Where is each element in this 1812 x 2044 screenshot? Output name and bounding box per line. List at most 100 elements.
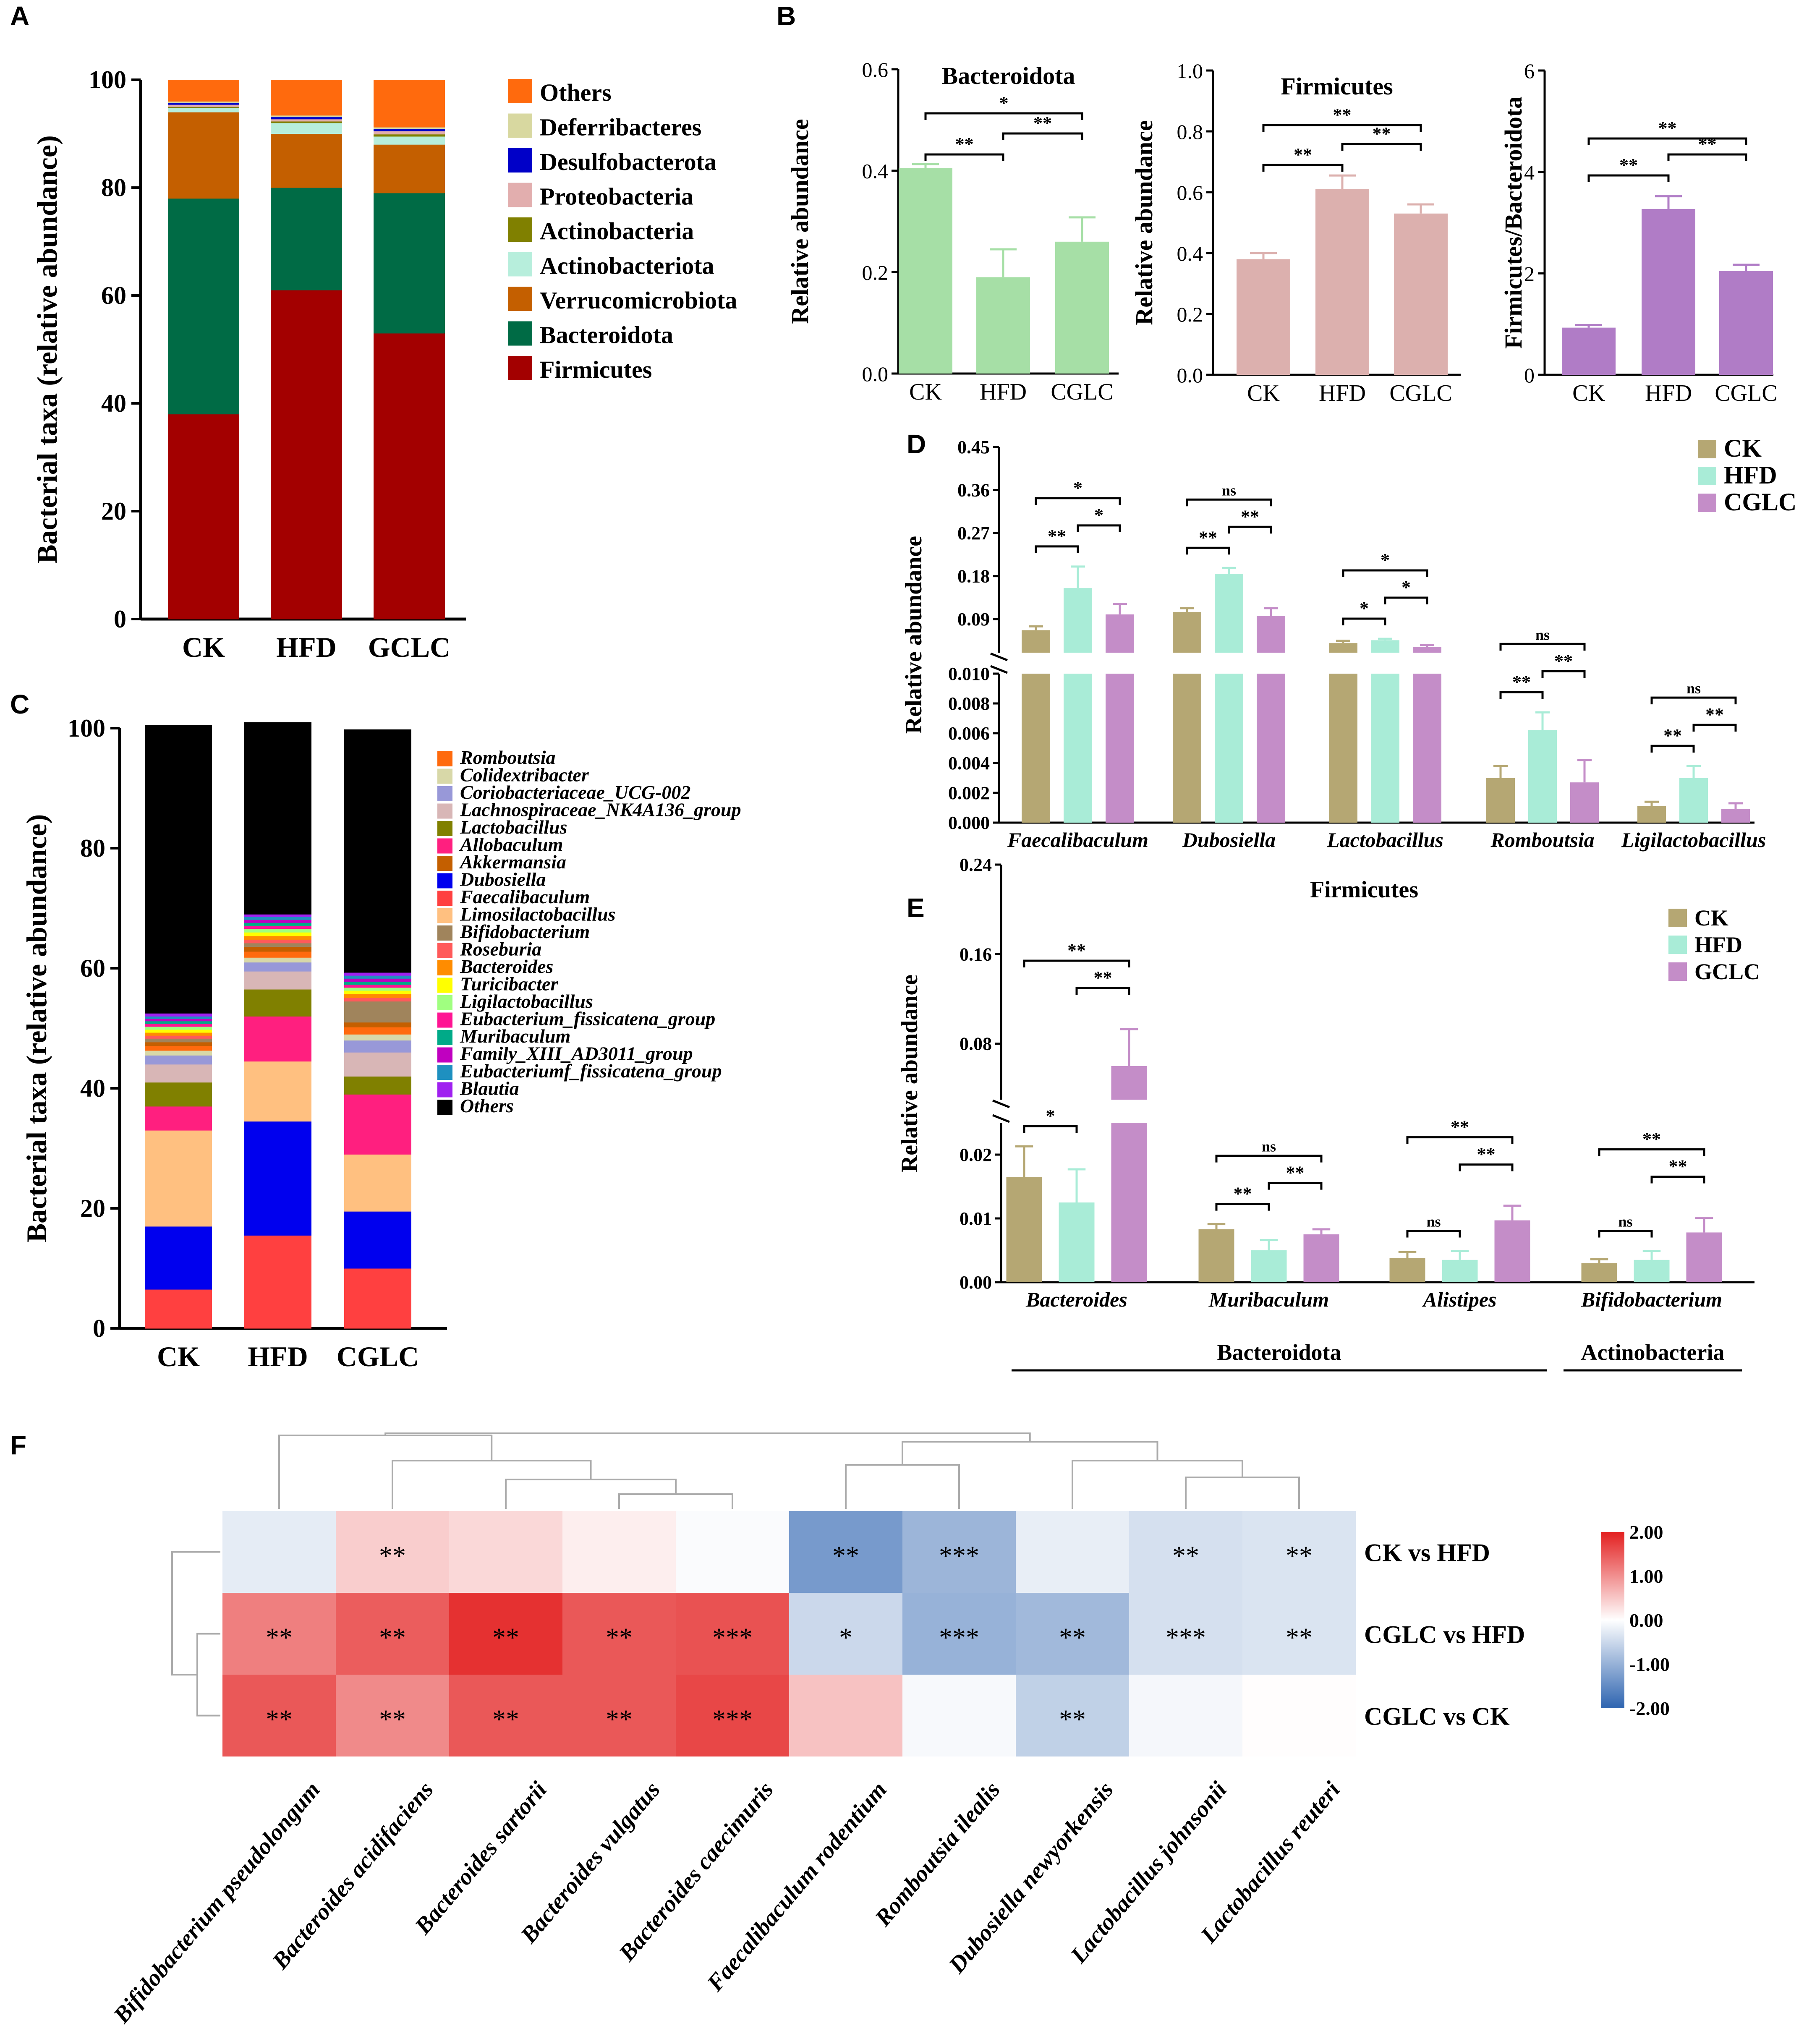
bar-segment-dubosiella — [344, 1211, 411, 1269]
bar-cglc — [1394, 213, 1448, 375]
significance-label: * — [1360, 598, 1369, 619]
legend-swatch — [437, 1100, 452, 1115]
y-tick-label: 0.006 — [948, 723, 990, 744]
legend-label: Roseburia — [460, 938, 541, 960]
x-category-label: Dubosiella — [1182, 828, 1276, 852]
significance-bracket-line — [1341, 143, 1422, 151]
colorbar-tick-label: 0.00 — [1629, 1610, 1663, 1631]
dendrogram-branch — [618, 1493, 733, 1509]
bar-cglc-lower — [1106, 674, 1134, 823]
panel-e-genus-grouped-chart: 0.00 0.01 0.02 0.08 0.16 0.24 Relative abundan… — [897, 855, 1760, 1372]
bar-ck — [1006, 1177, 1042, 1282]
bar-segment-firmicutes — [168, 414, 239, 619]
legend-swatch — [437, 1082, 452, 1098]
x-tick-label: HFD — [248, 1341, 308, 1372]
y-tick-label: 60 — [101, 282, 126, 309]
significance-label: ns — [1262, 1138, 1276, 1155]
legend-swatch — [508, 287, 532, 311]
y-tick-label: 20 — [101, 497, 126, 525]
bar-cglc — [1719, 271, 1773, 375]
bar-segment-eubacteriumf-fissicatena-group — [244, 917, 311, 920]
significance-bracket-line — [1023, 959, 1130, 967]
significance-bracket-line — [1692, 724, 1737, 732]
y-tick-label: 0.0 — [1177, 363, 1203, 387]
bar-hfd — [1251, 1250, 1287, 1282]
legend-swatch — [508, 321, 532, 346]
legend-swatch-gclc — [1668, 962, 1687, 981]
significance-label: ** — [1333, 105, 1352, 125]
heatmap-significance: *** — [712, 1623, 753, 1652]
bar-segment-lachnospiraceae-nk4a136-group — [145, 1064, 212, 1083]
axis-break-mark — [992, 1099, 1010, 1108]
phylum-label: Bacteroidota — [1217, 1340, 1341, 1365]
significance-bracket: ns — [1215, 1138, 1323, 1163]
panel-label-e: E — [907, 893, 925, 923]
significance-bracket: ** — [1262, 105, 1422, 132]
x-tick-label: CK — [182, 631, 225, 663]
bar-segment-romboutsia — [344, 1027, 411, 1035]
legend-swatch — [437, 838, 452, 854]
bar-cglc-upper — [1413, 647, 1441, 653]
bar-ck — [1562, 327, 1616, 375]
significance-label: ** — [1294, 144, 1312, 165]
x-tick-label: HFD — [1319, 380, 1366, 406]
significance-bracket-line — [1002, 132, 1083, 140]
significance-bracket: ** — [1262, 144, 1344, 172]
heatmap-significance: ** — [1172, 1541, 1199, 1571]
bar-hfd — [976, 277, 1030, 374]
bar-ck-lower — [1022, 674, 1050, 823]
legend-label: CGLC — [1724, 488, 1796, 516]
bar-segment-roseburia — [244, 939, 311, 944]
legend-swatch — [437, 1047, 452, 1063]
bar-hfd — [1528, 730, 1557, 823]
bar-segment-eubacteriumf-fissicatena-group — [145, 1016, 212, 1019]
bar-segment-dubosiella — [145, 1226, 212, 1290]
legend-label: Others — [460, 1095, 514, 1116]
significance-bracket-line — [1035, 545, 1079, 553]
significance-label: ** — [1048, 526, 1066, 546]
bar-cglc-lower — [1257, 674, 1285, 823]
y-tick-label: 0.02 — [960, 1145, 992, 1165]
significance-bracket-line — [1035, 497, 1121, 505]
legend-label: HFD — [1694, 932, 1742, 957]
heatmap-cell — [789, 1511, 902, 1593]
x-category-label: Bifidobacterium — [1581, 1288, 1722, 1311]
significance-bracket: ** — [1650, 725, 1695, 753]
bar-ck-upper — [1022, 630, 1050, 653]
legend-label: Desulfobacterota — [540, 148, 716, 175]
bar-segment-colidextribacter — [244, 957, 311, 963]
legend-swatch — [437, 960, 452, 975]
bar-hfd-lower — [1215, 674, 1243, 823]
bar-segment-limosilactobacillus — [145, 1130, 212, 1227]
bar-segment-ligilactobacillus — [244, 928, 311, 933]
significance-bracket: ** — [1650, 1156, 1705, 1184]
x-tick-label: CK — [909, 379, 942, 405]
heatmap-significance: ** — [1286, 1541, 1313, 1571]
chart-title: Bacteroidota — [942, 62, 1075, 89]
heatmap-cell — [562, 1675, 676, 1756]
significance-bracket: ** — [1541, 651, 1586, 678]
heatmap-cell — [1242, 1511, 1356, 1593]
x-category-label: Alistipes — [1422, 1288, 1496, 1311]
heatmap-significance: ** — [1286, 1623, 1313, 1652]
heatmap-cell — [1016, 1593, 1129, 1675]
legend-label: Akkermansia — [459, 851, 566, 873]
y-tick-label: 0 — [93, 1315, 105, 1342]
legend-label: Muribaculum — [460, 1025, 570, 1047]
significance-label: ** — [1619, 155, 1638, 175]
bar-segment-actinobacteria — [168, 107, 239, 108]
x-tick-label: HFD — [980, 379, 1027, 405]
legend-swatch — [508, 252, 532, 277]
bar-hfd — [1634, 1260, 1670, 1282]
y-tick-label: 0.45 — [957, 437, 990, 457]
y-tick-label: 0.6 — [1177, 181, 1203, 204]
legend-label: Romboutsia — [460, 747, 556, 768]
significance-label: ** — [1241, 506, 1259, 527]
colorbar-tick-label: -1.00 — [1629, 1654, 1670, 1675]
y-tick-label: 4 — [1524, 161, 1535, 184]
heatmap-cell — [1129, 1675, 1242, 1756]
significance-label: * — [1073, 478, 1082, 498]
heatmap-cell — [336, 1675, 449, 1756]
significance-label: ** — [1373, 123, 1391, 144]
significance-bracket-line — [1384, 596, 1428, 604]
